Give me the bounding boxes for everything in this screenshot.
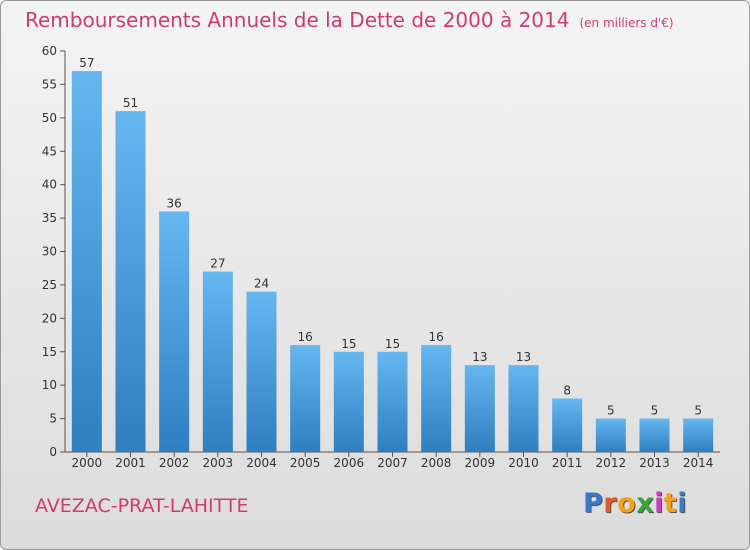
y-tick-label: 60 <box>42 44 57 58</box>
data-label: 5 <box>694 404 702 418</box>
bars <box>71 71 714 453</box>
x-tick-label: 2000 <box>72 456 103 470</box>
bar <box>683 418 714 452</box>
y-tick-label: 0 <box>49 445 57 459</box>
chart-title-text: Remboursements Annuels de la Dette de 20… <box>25 8 570 32</box>
proxiti-logo: Proxiti <box>583 488 687 519</box>
data-label: 16 <box>429 330 444 344</box>
data-label: 24 <box>254 277 269 291</box>
y-tick-label: 5 <box>49 412 57 426</box>
data-label: 5 <box>607 404 615 418</box>
commune-name: AVEZAC-PRAT-LAHITTE <box>35 495 249 517</box>
data-label: 57 <box>79 56 94 70</box>
bar <box>246 291 277 452</box>
data-label: 16 <box>298 330 313 344</box>
x-tick-label: 2010 <box>508 456 539 470</box>
logo-letter: i <box>654 488 664 519</box>
bar <box>71 71 102 453</box>
y-tick-label: 25 <box>42 278 57 292</box>
y-tick-label: 15 <box>42 345 57 359</box>
x-tick-label: 2001 <box>115 456 146 470</box>
x-tick-label: 2002 <box>159 456 190 470</box>
bar <box>639 418 670 452</box>
data-label: 13 <box>472 350 487 364</box>
logo-letter: t <box>663 488 678 519</box>
x-tick-label: 2014 <box>683 456 714 470</box>
logo-letter: r <box>603 488 618 519</box>
y-tick-label: 40 <box>42 178 57 192</box>
x-tick-label: 2005 <box>290 456 321 470</box>
x-tick-label: 2011 <box>552 456 583 470</box>
data-label: 27 <box>210 257 225 271</box>
logo-letter: o <box>617 488 637 519</box>
y-tick-label: 45 <box>42 144 57 158</box>
data-label: 5 <box>651 404 659 418</box>
y-tick-label: 10 <box>42 378 57 392</box>
data-labels: 57 51 36 27 24 16 15 15 16 13 13 8 5 5 5 <box>79 56 702 418</box>
bar <box>421 345 452 452</box>
x-tick-label: 2012 <box>596 456 627 470</box>
chart-title: Remboursements Annuels de la Dette de 20… <box>25 8 674 32</box>
logo-letter: x <box>636 488 655 519</box>
bar <box>464 365 495 452</box>
bar <box>377 351 408 452</box>
bar <box>595 418 626 452</box>
bar <box>159 211 190 452</box>
y-tick-label: 30 <box>42 245 57 259</box>
data-label: 51 <box>123 96 138 110</box>
data-label: 36 <box>167 196 182 210</box>
logo-letter: P <box>583 488 604 519</box>
x-tick-label: 2004 <box>246 456 277 470</box>
logo-letter: i <box>677 488 688 519</box>
x-tick-label: 2009 <box>465 456 496 470</box>
x-tick-label: 2008 <box>421 456 452 470</box>
y-tick-label: 50 <box>42 111 57 125</box>
bar <box>508 365 539 452</box>
y-tick-label: 20 <box>42 311 57 325</box>
y-tick-label: 35 <box>42 211 57 225</box>
y-tick-label: 55 <box>42 77 57 91</box>
data-label: 15 <box>385 337 400 351</box>
x-tick-label: 2013 <box>639 456 670 470</box>
chart-unit: (en milliers d'€) <box>579 16 674 30</box>
bar <box>115 111 146 453</box>
data-label: 15 <box>341 337 356 351</box>
data-label: 8 <box>563 384 571 398</box>
bar <box>202 271 233 452</box>
x-tick-label: 2003 <box>203 456 234 470</box>
x-tick-label: 2007 <box>377 456 408 470</box>
bar <box>552 398 583 452</box>
x-tick-label: 2006 <box>334 456 365 470</box>
bar <box>290 345 321 452</box>
data-label: 13 <box>516 350 531 364</box>
bar <box>333 351 364 452</box>
